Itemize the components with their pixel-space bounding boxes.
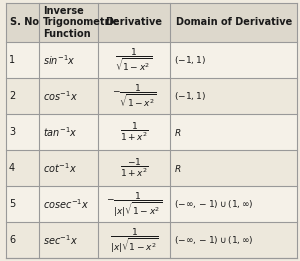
Bar [6, 114, 297, 150]
Text: $\dfrac{1}{|x|\sqrt{1-x^2}}$: $\dfrac{1}{|x|\sqrt{1-x^2}}$ [110, 226, 158, 254]
Text: $cosec^{-1}x$: $cosec^{-1}x$ [43, 198, 89, 211]
Text: Inverse
Trigonometric
Function: Inverse Trigonometric Function [43, 6, 120, 39]
Text: S. No: S. No [10, 17, 39, 27]
Bar [6, 78, 297, 114]
Text: $R$: $R$ [174, 163, 182, 174]
Text: $\dfrac{1}{\sqrt{1-x^2}}$: $\dfrac{1}{\sqrt{1-x^2}}$ [116, 47, 153, 74]
Text: 1: 1 [9, 55, 15, 65]
Text: Domain of Derivative: Domain of Derivative [176, 17, 292, 27]
Text: $sin^{-1}x$: $sin^{-1}x$ [43, 53, 76, 67]
Text: $cos^{-1}x$: $cos^{-1}x$ [43, 89, 78, 103]
Text: $\dfrac{-1}{1+x^2}$: $\dfrac{-1}{1+x^2}$ [120, 157, 148, 180]
Text: 3: 3 [9, 127, 15, 137]
Text: 2: 2 [9, 91, 15, 101]
Text: $sec^{-1}x$: $sec^{-1}x$ [43, 234, 78, 247]
Text: $\dfrac{1}{1+x^2}$: $\dfrac{1}{1+x^2}$ [120, 121, 148, 144]
Text: Derivative: Derivative [106, 17, 163, 27]
Bar [6, 3, 297, 42]
Text: 5: 5 [9, 199, 15, 209]
Text: $(-1,1)$: $(-1,1)$ [174, 54, 206, 66]
Text: $-\dfrac{1}{\sqrt{1-x^2}}$: $-\dfrac{1}{\sqrt{1-x^2}}$ [112, 83, 157, 110]
Bar [6, 42, 297, 78]
Bar [6, 186, 297, 222]
Bar [6, 150, 297, 186]
Text: $tan^{-1}x$: $tan^{-1}x$ [43, 126, 78, 139]
Text: 6: 6 [9, 235, 15, 245]
Text: $cot^{-1}x$: $cot^{-1}x$ [43, 162, 77, 175]
Text: $(-1,1)$: $(-1,1)$ [174, 90, 206, 102]
Text: $-\dfrac{1}{|x|\sqrt{1-x^2}}$: $-\dfrac{1}{|x|\sqrt{1-x^2}}$ [106, 190, 162, 218]
Text: 4: 4 [9, 163, 15, 173]
Text: $R$: $R$ [174, 127, 182, 138]
Text: $(-\infty,-1)\cup(1,\infty)$: $(-\infty,-1)\cup(1,\infty)$ [174, 234, 254, 246]
Bar [6, 222, 297, 258]
Text: $(-\infty,-1)\cup(1,\infty)$: $(-\infty,-1)\cup(1,\infty)$ [174, 198, 254, 210]
